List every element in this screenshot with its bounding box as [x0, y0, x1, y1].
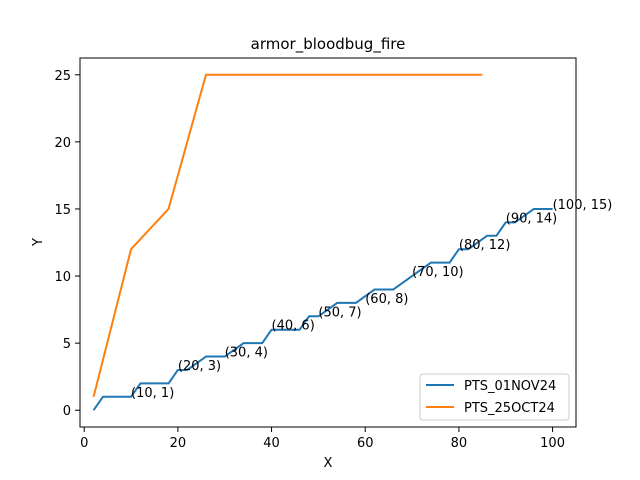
data-label: (60, 8): [365, 292, 408, 307]
data-label: (90, 14): [506, 211, 558, 226]
x-tick-label: 20: [170, 436, 187, 451]
legend-label-1: PTS_01NOV24: [464, 379, 556, 394]
data-label: (80, 12): [459, 238, 511, 253]
chart-title: armor_bloodbug_fire: [251, 35, 406, 54]
x-axis-label: X: [324, 456, 333, 471]
data-label: (40, 6): [272, 319, 315, 334]
y-tick-label: 25: [54, 69, 71, 84]
x-tick-label: 80: [451, 436, 468, 451]
data-label: (20, 3): [178, 359, 221, 374]
x-tick-label: 60: [357, 436, 374, 451]
y-axis-label: Y: [31, 238, 46, 247]
series-line-2: [92, 73, 483, 398]
y-tick-label: 10: [54, 270, 71, 285]
legend-box: [419, 373, 570, 421]
x-tick-label: 100: [540, 436, 565, 451]
legend-label-2: PTS_25OCT24: [464, 401, 555, 416]
data-label: (10, 1): [131, 386, 174, 401]
data-label: (70, 10): [412, 265, 464, 280]
data-label: (50, 7): [318, 305, 361, 320]
axes-frame: [79, 57, 577, 428]
y-tick-label: 0: [63, 404, 71, 419]
data-label: (30, 4): [225, 346, 268, 361]
y-tick-label: 20: [54, 136, 71, 151]
legend: PTS_01NOV24 PTS_25OCT24: [419, 373, 570, 421]
x-tick-label: 40: [263, 436, 280, 451]
data-label: (100, 15): [553, 198, 613, 213]
y-tick-label: 15: [54, 203, 71, 218]
plot-area: (10, 1) (20, 3) (30, 4) (40, 6)(50, 7) (60, …: [54, 57, 613, 451]
x-tick-label: 0: [80, 436, 88, 451]
y-tick-label: 5: [63, 337, 71, 352]
series-line-1: [92, 207, 553, 411]
